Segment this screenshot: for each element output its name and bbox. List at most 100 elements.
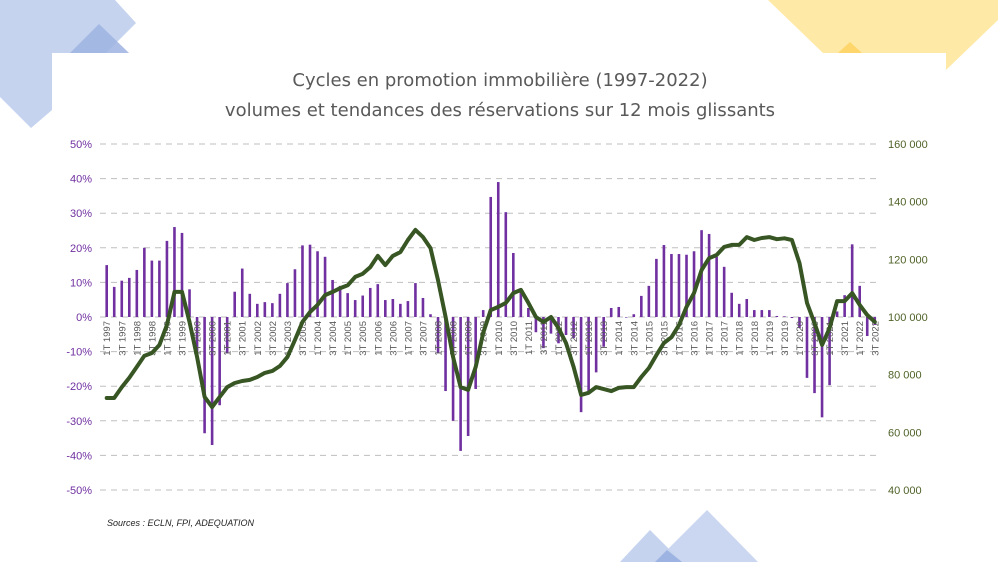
bar [602,317,605,347]
left-tick-label: -10% [66,347,92,359]
right-tick-label: 140 000 [888,197,928,209]
bar [519,292,523,317]
x-tick-label: 1T 1997 [102,321,113,356]
x-tick-label: 1T 2022 [855,321,866,356]
bar [542,317,545,349]
x-tick-label: 3T 2007 [418,321,429,356]
bar [331,279,334,317]
bar [353,300,357,317]
bar [594,317,598,373]
bar [775,315,779,317]
bar [813,317,816,394]
x-tick-label: 3T 2012 [569,321,580,356]
bar [828,317,831,386]
chart-title: Cycles en promotion immobilière (1997-20… [292,70,707,91]
x-tick-label: 3T 2004 [328,321,339,356]
bar [293,269,297,317]
bar [165,240,169,317]
x-tick-label: 3T 2001 [238,321,249,356]
x-tick-label: 1T 2001 [223,321,234,356]
x-tick-label: 3T 2006 [388,321,399,356]
bar-series [105,182,877,451]
bar [640,295,643,317]
x-tick-label: 3T 2009 [479,321,490,356]
bar [624,317,628,318]
left-tick-label: 40% [70,174,92,186]
x-tick-label: 3T 2021 [840,321,851,356]
bar [188,289,191,317]
bar [496,182,500,317]
bar [127,277,131,317]
top-right-yellow-triangle [838,42,862,53]
bar [677,254,681,317]
bar [406,301,410,317]
bar [143,247,146,317]
x-tick-label: 3T 2002 [268,321,279,356]
bar [835,311,839,317]
bar [534,317,538,333]
x-tick-label: 1T 2009 [464,321,475,356]
left-tick-label: -40% [66,450,92,462]
bar [466,317,470,437]
bar [451,317,455,421]
bar [233,291,237,317]
line-series [104,227,877,409]
bar [203,317,206,434]
bar [158,260,161,317]
bar [843,295,846,317]
right-tick-label: 120 000 [888,254,928,266]
bar [572,317,575,339]
x-tick-label: 3T 2017 [720,321,731,356]
x-tick-label: 1T 2011 [524,321,535,355]
bar [783,316,786,317]
x-tick-label: 3T 1997 [117,321,128,356]
bar [564,317,568,335]
bar [338,285,342,317]
left-axis: 50% 40% 30% 20% 10% 0% -10% -20% -30% -40% -50% [66,139,92,497]
right-tick-label: 160 000 [888,139,928,151]
x-tick-label: 1T 2004 [313,321,324,356]
x-tick-label: 3T 2008 [449,321,460,356]
x-tick-label: 1T 1998 [132,321,143,356]
top-left-blue-triangle [70,24,129,53]
x-tick-label: 1T 2018 [735,321,746,356]
x-tick-label: 3T 2003 [298,321,309,356]
bar [670,254,673,317]
top-right-yellow-shape [768,0,998,70]
bar [820,317,824,418]
x-tick-label: 3T 2010 [509,321,520,356]
bar [444,317,447,392]
bar [210,317,214,446]
left-tick-label: 50% [70,139,92,151]
bar [384,300,387,317]
bar [316,251,319,317]
bar [707,233,711,317]
x-tick-label: 1T 2007 [403,321,414,356]
bar [195,317,199,354]
bar [587,317,590,394]
x-tick-label: 1T 1999 [162,321,173,356]
bar [655,258,658,317]
x-tick-label: 1T 2006 [373,321,384,356]
bar [436,317,440,354]
bar [135,269,139,317]
bar [301,245,304,317]
x-tick-label: 1T 2020 [795,321,806,356]
bar [173,227,176,317]
bar [527,308,530,317]
bar [617,306,621,317]
x-tick-label: 3T 2020 [810,321,821,356]
bar [512,252,515,317]
bottom-blue-triangle-large [655,510,758,562]
x-axis: 1T 1997 3T 1997 1T 1998 3T 1998 1T 1999 3T 19… [102,321,881,356]
x-tick-label: 1T 2005 [343,321,354,356]
bar [263,302,267,317]
bar [752,310,756,317]
left-tick-label: 30% [70,208,92,220]
bar [662,245,666,317]
x-tick-label: 3T 2013 [599,321,610,356]
bar [609,308,613,317]
bar [798,317,801,329]
bar [256,303,259,317]
